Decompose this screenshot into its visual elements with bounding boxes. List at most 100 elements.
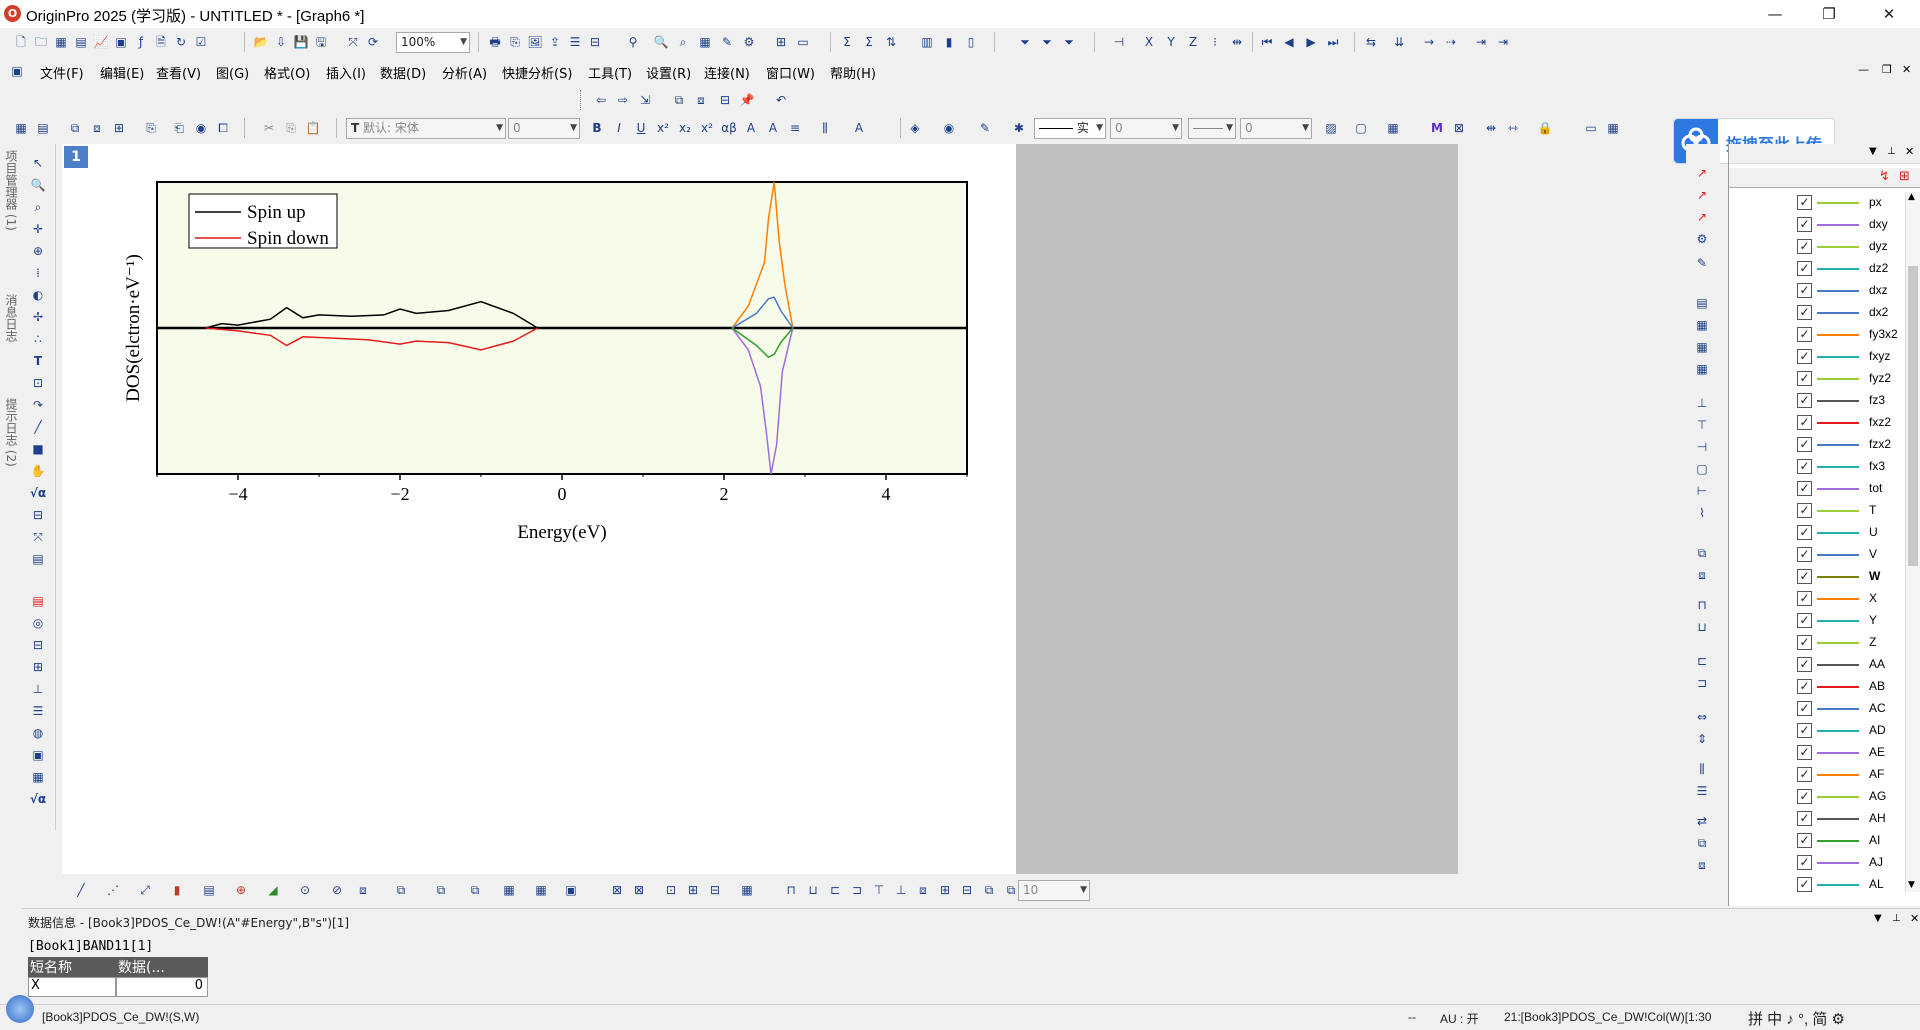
menu-analysis[interactable]: 分析(A) (442, 67, 488, 82)
menu-edit[interactable]: 编辑(E) (100, 67, 145, 82)
align-left-layer-icon[interactable]: ⊏ (1696, 654, 1708, 668)
plot-list-item[interactable]: ✓ AI (1729, 830, 1905, 852)
line-style-combo[interactable]: 实 ▼ (1034, 118, 1106, 139)
plot-visibility-checkbox[interactable]: ✓ (1797, 701, 1812, 716)
save-icon[interactable]: 💾 (293, 35, 309, 49)
code-builder-icon[interactable]: ⚙ (743, 35, 755, 49)
align-top-icon[interactable]: ⊓ (1697, 598, 1707, 612)
save-template-icon[interactable]: 🖫 (315, 35, 327, 49)
plot-visibility-checkbox[interactable]: ✓ (1797, 591, 1812, 606)
scroll-thumb[interactable] (1908, 266, 1918, 566)
stack-plot-icon[interactable]: ▤ (203, 883, 215, 897)
refresh-icon[interactable]: ⟳ (367, 35, 379, 49)
color-scale-icon[interactable]: ▤ (32, 594, 44, 608)
zoom-combo[interactable]: 100% ▼ (396, 32, 470, 53)
bottom-size-combo[interactable]: 10 ▼ (1018, 880, 1090, 901)
axis-right-icon[interactable]: ⊣ (1696, 440, 1708, 454)
sort-icon[interactable]: ⇅ (885, 35, 897, 49)
menu-window[interactable]: 窗口(W) (766, 67, 815, 82)
plot-visibility-checkbox[interactable]: ✓ (1797, 855, 1812, 870)
grid-tool-icon[interactable]: ▦ (32, 770, 44, 784)
filter-clear-icon[interactable]: ⏷ (1042, 35, 1052, 49)
sup-sub-icon[interactable]: x² (701, 121, 713, 135)
back-icon[interactable]: ⇦ (595, 93, 607, 107)
zoom-panel-icon[interactable]: ⌕ (679, 35, 687, 49)
superscript-icon[interactable]: x² (657, 121, 669, 135)
polar-plot-icon[interactable]: ⊙ (299, 883, 311, 897)
new-layout-icon[interactable]: ▣ (115, 35, 127, 49)
scale-bar-icon[interactable]: ⊥ (32, 682, 44, 696)
plot-visibility-checkbox[interactable]: ✓ (1797, 569, 1812, 584)
bar-tool-icon[interactable]: ⊟ (32, 638, 44, 652)
plot-list-item[interactable]: ✓ V (1729, 544, 1905, 566)
layer-tool-icon[interactable]: ▤ (32, 552, 44, 566)
plot-list-item[interactable]: ✓ dxz (1729, 280, 1905, 302)
script-window-icon[interactable]: ⊞ (775, 35, 787, 49)
disregard-icon[interactable]: ⁝ (1213, 35, 1217, 49)
restore-button[interactable]: ❐ (1822, 5, 1836, 23)
circle-tool-icon[interactable]: ◎ (32, 616, 44, 630)
plot-list-item[interactable]: ✓ fyz2 (1729, 368, 1905, 390)
distribute-icon[interactable]: ⇿ (1507, 121, 1519, 135)
list-tool-icon[interactable]: ☰ (32, 704, 44, 718)
column-plot-icon[interactable]: ▮ (173, 883, 181, 897)
plot-visibility-checkbox[interactable]: ✓ (1797, 371, 1812, 386)
new-matrix-icon[interactable]: ▤ (75, 35, 87, 49)
last-icon[interactable]: ⏭ (1327, 35, 1339, 49)
3d-plot-icon[interactable]: ⧈ (359, 883, 367, 897)
plot-visibility-checkbox[interactable]: ✓ (1797, 261, 1812, 276)
ime-indicator[interactable]: 拼 中 ♪ °, 简 ⚙ (1748, 1011, 1845, 1028)
font-name-combo[interactable]: T 默认: 宋体 ▼ (346, 118, 506, 139)
label-column-icon[interactable]: ⇹ (1231, 35, 1243, 49)
increase-font-icon[interactable]: A (746, 121, 756, 135)
axis-xy-icon[interactable]: ↗ (1696, 166, 1708, 180)
plot-list-item[interactable]: ✓ AH (1729, 808, 1905, 830)
menu-file[interactable]: 文件(F) (40, 67, 84, 82)
plot-list-item[interactable]: ✓ px (1729, 192, 1905, 214)
mdi-restore-button[interactable]: ❐ (1882, 63, 1892, 76)
menu-data[interactable]: 数据(D) (380, 67, 427, 82)
plot-list-item[interactable]: ✓ AB (1729, 676, 1905, 698)
align-plot9-icon[interactable]: ⊟ (961, 883, 973, 897)
plot-list-item[interactable]: ✓ fz3 (1729, 390, 1905, 412)
globe-icon[interactable]: ◍ (32, 726, 44, 740)
plot-list-item[interactable]: ✓ fxyz (1729, 346, 1905, 368)
ternary-plot-icon[interactable]: ⊘ (331, 883, 343, 897)
new-project-icon[interactable]: 🗋 (16, 35, 26, 49)
push-back-icon[interactable]: ⇲ (639, 93, 651, 107)
align-plot-icon[interactable]: ⊓ (786, 883, 796, 897)
distribute-h-icon[interactable]: ⫼ (1699, 762, 1705, 776)
plot-visibility-checkbox[interactable]: ✓ (1797, 393, 1812, 408)
plot-list-item[interactable]: ✓ fxz2 (1729, 412, 1905, 434)
annotation-icon[interactable]: ⊡ (32, 376, 44, 390)
align-plot6-icon[interactable]: ⊥ (895, 883, 907, 897)
color-map-icon[interactable]: ▦ (741, 883, 753, 897)
zoom-in-icon[interactable]: 🔍 (653, 35, 669, 49)
line-plot-icon[interactable]: ╱ (77, 883, 85, 897)
line-tool-icon[interactable]: ╱ (34, 420, 42, 434)
plot-list-item[interactable]: ✓ fzx2 (1729, 434, 1905, 456)
underline-icon[interactable]: U (636, 121, 646, 135)
scroll-down-icon[interactable]: ▼ (1908, 880, 1915, 890)
notes-window-icon[interactable]: ✎ (721, 35, 733, 49)
plot-visibility-checkbox[interactable]: ✓ (1797, 679, 1812, 694)
checklist-icon[interactable]: ☑ (195, 35, 207, 49)
export-image-icon[interactable]: 🖼 (527, 35, 543, 49)
subscript-icon[interactable]: x₂ (679, 121, 691, 135)
axis-top-icon[interactable]: ⊤ (1696, 418, 1708, 432)
mdi-close-button[interactable]: ✕ (1902, 63, 1912, 76)
hatch-icon[interactable]: ▨ (1325, 121, 1337, 135)
plot-visibility-checkbox[interactable]: ✓ (1797, 239, 1812, 254)
legend-plot-icon[interactable]: ⊡ (665, 883, 677, 897)
move-right-icon[interactable]: → (1423, 35, 1435, 49)
align-icon[interactable]: ⇹ (1485, 121, 1497, 135)
duplicate-icon[interactable]: ⧉ (70, 121, 80, 135)
panel-pin-icon[interactable]: ⊥ (1887, 146, 1896, 157)
plot-visibility-checkbox[interactable]: ✓ (1797, 459, 1812, 474)
screen-reader-icon[interactable]: ✛ (32, 222, 44, 236)
plot-visibility-checkbox[interactable]: ✓ (1797, 503, 1812, 518)
align-plot4-icon[interactable]: ⊐ (851, 883, 863, 897)
area-plot-icon[interactable]: ◢ (268, 883, 278, 897)
histogram-icon[interactable]: ▯ (967, 35, 975, 49)
box-plot-icon[interactable]: ⊕ (235, 883, 247, 897)
